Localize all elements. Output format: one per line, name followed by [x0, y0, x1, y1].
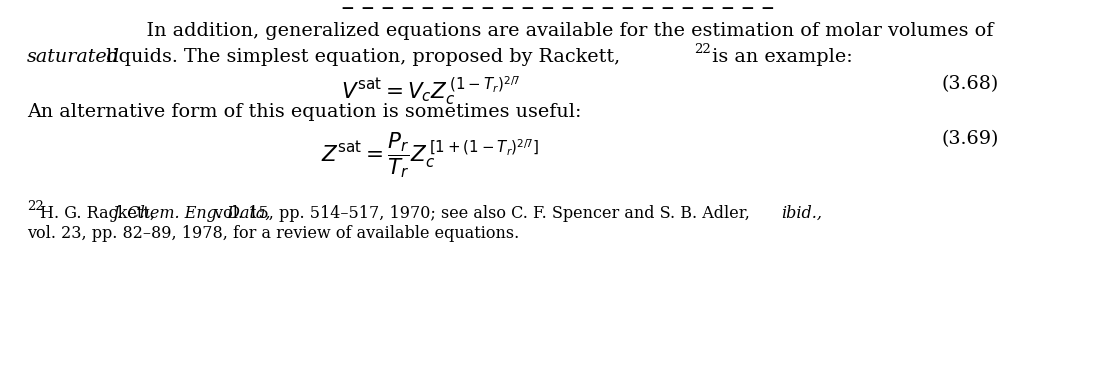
Text: $Z^{\mathrm{sat}} = \dfrac{P_r}{T_r} Z_c^{\,[1+(1-T_r)^{2/7}]}$: $Z^{\mathrm{sat}} = \dfrac{P_r}{T_r} Z_c… [321, 130, 540, 180]
Text: ibid.,: ibid., [781, 205, 822, 222]
Text: vol. 23, pp. 82–89, 1978, for a review of available equations.: vol. 23, pp. 82–89, 1978, for a review o… [27, 225, 519, 242]
Text: In addition, generalized equations are available for the estimation of molar vol: In addition, generalized equations are a… [123, 22, 994, 40]
Text: 22: 22 [694, 43, 710, 56]
Text: liquids. The simplest equation, proposed by Rackett,: liquids. The simplest equation, proposed… [101, 48, 620, 66]
Text: J. Chem. Eng. Data,: J. Chem. Eng. Data, [113, 205, 271, 222]
Text: —  —  —  —  —  —  —  —  —  —  —  —  —  —  —  —  —  —  —  —  —  —: — — — — — — — — — — — — — — — — — — — — … [342, 2, 774, 15]
Text: (3.69): (3.69) [942, 130, 999, 148]
Text: (3.68): (3.68) [942, 75, 999, 93]
Text: $V^{\mathrm{sat}} = V_c Z_c^{\,(1-T_r)^{2/7}}$: $V^{\mathrm{sat}} = V_c Z_c^{\,(1-T_r)^{… [341, 75, 519, 107]
Text: An alternative form of this equation is sometimes useful:: An alternative form of this equation is … [27, 103, 582, 121]
Text: H. G. Rackett,: H. G. Rackett, [40, 205, 160, 222]
Text: is an example:: is an example: [706, 48, 852, 66]
Text: vol. 15, pp. 514–517, 1970; see also C. F. Spencer and S. B. Adler,: vol. 15, pp. 514–517, 1970; see also C. … [209, 205, 755, 222]
Text: saturated: saturated [27, 48, 120, 66]
Text: 22: 22 [27, 200, 44, 213]
